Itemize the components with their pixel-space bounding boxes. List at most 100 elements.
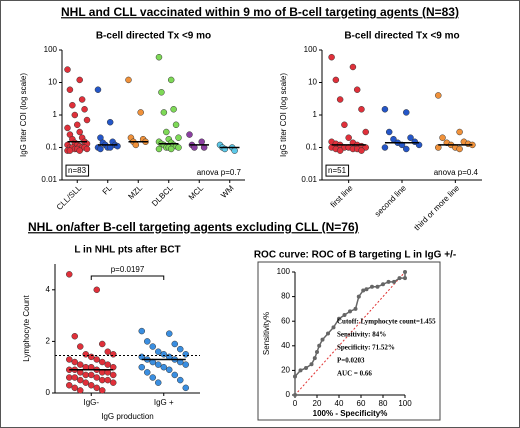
- y-axis-label: Lymphocyte Count: [22, 295, 31, 362]
- x-tick-label: 80: [379, 399, 388, 408]
- data-point: [175, 134, 182, 141]
- data-point: [82, 379, 89, 386]
- data-point: [64, 124, 71, 132]
- roc-point: [375, 284, 380, 289]
- data-point: [456, 128, 463, 136]
- significance-bracket: [90, 275, 165, 280]
- y-tick-label: 20: [281, 366, 290, 375]
- data-point: [155, 361, 162, 368]
- data-point: [170, 106, 177, 113]
- roc-point: [298, 368, 303, 373]
- data-point: [160, 363, 167, 371]
- data-point: [132, 141, 140, 149]
- data-point: [74, 121, 81, 129]
- data-point: [341, 121, 348, 129]
- data-point: [99, 340, 106, 348]
- data-point: [435, 92, 442, 99]
- data-point: [332, 76, 340, 84]
- annotation: anova p=0.7: [197, 168, 242, 177]
- data-point: [88, 353, 95, 361]
- x-tick-label: IgG +: [154, 398, 174, 407]
- data-point: [66, 356, 73, 363]
- roc-point: [315, 349, 319, 354]
- data-point: [66, 86, 74, 93]
- data-point: [155, 145, 163, 153]
- data-point: [349, 63, 357, 71]
- data-point: [71, 111, 79, 119]
- chart-title: ROC curve: ROC of B targeting L in IgG +…: [254, 250, 456, 261]
- heading: NHL on/after B-cell targeting agents exc…: [28, 220, 359, 234]
- data-point: [99, 376, 106, 384]
- y-tick-label: 80: [281, 292, 290, 301]
- roc-point: [353, 306, 358, 311]
- roc-point: [337, 316, 341, 321]
- data-point: [456, 145, 463, 153]
- data-point: [76, 76, 83, 84]
- roc-frame: [257, 261, 441, 421]
- data-point: [137, 109, 144, 116]
- y-tick-label: 0.01: [301, 175, 317, 184]
- annotation: p=0.0197: [111, 265, 145, 274]
- data-point: [439, 134, 446, 141]
- data-point: [198, 138, 205, 146]
- y-tick-label: 1: [313, 110, 318, 119]
- data-point: [182, 351, 189, 358]
- data-point: [77, 361, 84, 368]
- data-point: [110, 371, 117, 379]
- data-point: [81, 106, 88, 113]
- data-point: [71, 358, 78, 366]
- data-point: [82, 351, 89, 358]
- data-point: [163, 128, 170, 136]
- x-tick-label: 100: [398, 399, 412, 408]
- data-point: [172, 121, 180, 129]
- data-point: [144, 338, 151, 345]
- y-axis-label: IgG titer COI (log scale): [19, 73, 28, 157]
- data-point: [149, 343, 156, 350]
- data-point: [166, 330, 173, 337]
- data-point: [381, 106, 389, 113]
- y-tick-label: 10: [308, 78, 317, 87]
- data-point: [93, 356, 100, 363]
- y-tick-label: 100: [304, 45, 318, 54]
- data-point: [167, 76, 175, 84]
- roc-point: [312, 356, 317, 361]
- roc-point: [403, 270, 407, 274]
- heading: NHL and CLL vaccinated within 9 mo of B-…: [61, 5, 459, 19]
- annotation: Cutoff: Lymphocyte count=1.455: [337, 318, 436, 326]
- data-point: [71, 332, 78, 340]
- roc-point: [348, 309, 352, 314]
- y-tick-label: 4: [46, 285, 51, 294]
- data-point: [155, 348, 162, 355]
- data-point: [336, 96, 344, 103]
- data-point: [77, 343, 84, 350]
- y-tick-label: 0.01: [41, 175, 57, 184]
- data-point: [345, 134, 352, 141]
- data-point: [155, 53, 163, 61]
- annotation: Specificity: 71.52%: [337, 344, 395, 352]
- data-point: [93, 374, 100, 381]
- data-point: [167, 145, 175, 153]
- y-tick-label: 0.1: [306, 143, 318, 152]
- data-point: [82, 371, 89, 379]
- data-point: [149, 374, 156, 381]
- data-point: [97, 145, 104, 153]
- data-point: [114, 142, 121, 150]
- annotation: anova p=0.4: [434, 168, 479, 177]
- data-point: [83, 116, 91, 124]
- x-axis-label: 100% - Specificity%: [313, 409, 388, 418]
- data-point: [64, 66, 71, 73]
- data-point: [171, 340, 178, 348]
- x-tick-label: 40: [335, 399, 344, 408]
- data-point: [78, 96, 86, 103]
- y-axis-label: IgG titer COI (log scale): [279, 73, 288, 157]
- data-point: [71, 384, 78, 392]
- data-point: [403, 109, 410, 116]
- data-point: [403, 145, 410, 153]
- annotation: n=51: [328, 166, 347, 175]
- data-point: [362, 128, 369, 136]
- data-point: [125, 76, 132, 84]
- roc-point: [386, 279, 391, 284]
- roc-point: [342, 313, 347, 318]
- roc-point: [364, 287, 369, 292]
